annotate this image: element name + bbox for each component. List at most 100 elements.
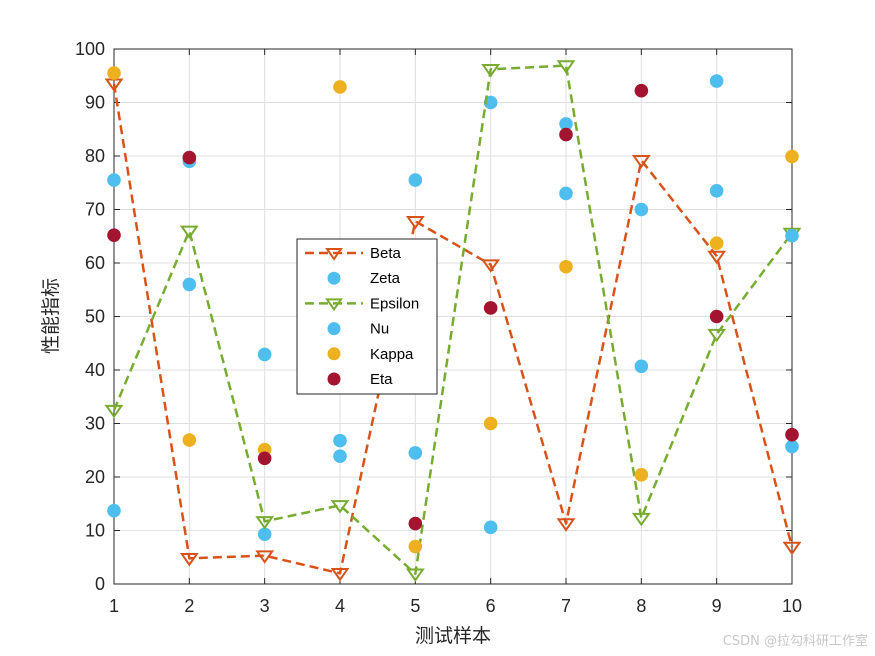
data-point-beta bbox=[556, 518, 576, 532]
series-line-beta bbox=[112, 83, 794, 575]
data-point-epsilon bbox=[707, 328, 727, 343]
x-tick-label: 2 bbox=[184, 596, 194, 616]
data-point-beta bbox=[405, 215, 425, 230]
data-point-epsilon bbox=[481, 64, 501, 78]
data-point-eta bbox=[408, 516, 423, 531]
legend-swatch-marker bbox=[327, 347, 341, 361]
x-tick-label: 6 bbox=[486, 596, 496, 616]
y-tick-label: 90 bbox=[85, 93, 105, 113]
data-point-zeta bbox=[107, 173, 121, 187]
data-point-eta bbox=[634, 83, 649, 98]
legend-swatch-marker bbox=[325, 248, 343, 261]
y-tick-label: 40 bbox=[85, 360, 105, 380]
data-point-beta bbox=[179, 553, 199, 567]
x-tick-label: 7 bbox=[561, 596, 571, 616]
data-point-eta bbox=[257, 451, 272, 466]
data-point-beta bbox=[782, 541, 802, 556]
data-point-kappa bbox=[709, 236, 724, 251]
data-point-epsilon bbox=[556, 60, 576, 74]
data-point-kappa bbox=[408, 539, 423, 554]
legend-swatch-marker bbox=[327, 271, 341, 285]
legend-label: Zeta bbox=[370, 270, 401, 287]
legend-entry-beta: Beta bbox=[305, 245, 402, 262]
data-point-nu bbox=[408, 173, 423, 187]
data-point-zeta bbox=[408, 446, 423, 460]
data-point-beta bbox=[481, 259, 501, 273]
data-point-nu bbox=[709, 74, 724, 88]
y-axis-label: 性能指标 bbox=[40, 278, 62, 354]
y-tick-label: 10 bbox=[85, 521, 105, 541]
data-point-kappa bbox=[559, 259, 573, 274]
legend-label: Kappa bbox=[370, 346, 414, 363]
data-point-eta bbox=[107, 228, 121, 242]
series-kappa bbox=[107, 66, 799, 554]
y-tick-label: 20 bbox=[85, 467, 105, 487]
legend-label: Nu bbox=[370, 321, 389, 338]
y-tick-label: 60 bbox=[85, 253, 105, 273]
x-tick-label: 8 bbox=[636, 596, 646, 616]
x-tick-label: 10 bbox=[782, 596, 802, 616]
data-point-zeta bbox=[709, 183, 724, 198]
data-point-beta bbox=[255, 550, 275, 564]
x-tick-label: 5 bbox=[410, 596, 420, 616]
data-point-beta bbox=[707, 250, 727, 265]
series-line-epsilon bbox=[112, 64, 794, 576]
data-point-zeta bbox=[333, 449, 347, 463]
legend-swatch-marker bbox=[325, 298, 343, 312]
data-point-kappa bbox=[483, 416, 498, 431]
data-point-nu bbox=[333, 433, 347, 448]
data-point-nu bbox=[483, 520, 498, 535]
data-point-nu bbox=[634, 359, 649, 374]
data-point-nu bbox=[785, 228, 799, 243]
data-point-kappa bbox=[182, 433, 197, 447]
legend-entry-kappa: Kappa bbox=[327, 346, 414, 363]
data-point-zeta bbox=[634, 202, 649, 217]
data-point-epsilon bbox=[631, 512, 651, 527]
series-epsilon bbox=[104, 60, 802, 582]
legend-label: Eta bbox=[370, 371, 393, 388]
data-point-epsilon bbox=[104, 404, 124, 419]
data-point-zeta bbox=[785, 439, 799, 454]
legend-entry-nu: Nu bbox=[327, 321, 389, 338]
data-point-epsilon bbox=[405, 568, 425, 582]
data-point-epsilon bbox=[179, 225, 199, 240]
legend-entry-zeta: Zeta bbox=[327, 270, 401, 287]
x-tick-label: 1 bbox=[109, 596, 119, 616]
legend-swatch-marker bbox=[327, 322, 341, 336]
data-point-beta bbox=[330, 568, 350, 582]
series-layer bbox=[104, 60, 802, 582]
data-point-nu bbox=[107, 503, 121, 518]
y-tick-label: 0 bbox=[95, 574, 105, 594]
y-tick-label: 80 bbox=[85, 146, 105, 166]
data-point-kappa bbox=[785, 149, 799, 164]
data-point-eta bbox=[709, 309, 724, 324]
data-point-nu bbox=[257, 347, 272, 362]
x-tick-label: 3 bbox=[260, 596, 270, 616]
x-axis-label: 测试样本 bbox=[415, 625, 491, 647]
data-point-epsilon bbox=[330, 500, 350, 514]
y-tick-label: 50 bbox=[85, 307, 105, 327]
data-point-eta bbox=[785, 427, 799, 442]
data-point-kappa bbox=[333, 80, 347, 94]
series-beta bbox=[104, 78, 802, 582]
data-point-zeta bbox=[257, 527, 272, 542]
data-point-eta bbox=[483, 301, 498, 315]
y-tick-label: 30 bbox=[85, 414, 105, 434]
legend: Beta Zeta Epsilon Nu Kappa Eta bbox=[296, 238, 438, 395]
data-point-beta bbox=[631, 155, 651, 169]
watermark-text: CSDN @拉勾科研工作室 bbox=[723, 633, 868, 649]
data-point-epsilon bbox=[255, 516, 275, 530]
legend-swatch-marker bbox=[327, 372, 341, 386]
grid-lines bbox=[113, 48, 793, 585]
data-point-kappa bbox=[107, 66, 121, 80]
data-point-zeta bbox=[182, 277, 197, 292]
legend-label: Epsilon bbox=[370, 295, 419, 312]
data-point-eta bbox=[182, 150, 197, 165]
legend-entry-epsilon: Epsilon bbox=[305, 295, 419, 312]
legend-entry-eta: Eta bbox=[327, 371, 393, 388]
data-point-zeta bbox=[559, 186, 573, 201]
data-point-nu bbox=[559, 117, 573, 131]
series-eta bbox=[107, 83, 799, 531]
y-tick-label: 70 bbox=[85, 200, 105, 220]
